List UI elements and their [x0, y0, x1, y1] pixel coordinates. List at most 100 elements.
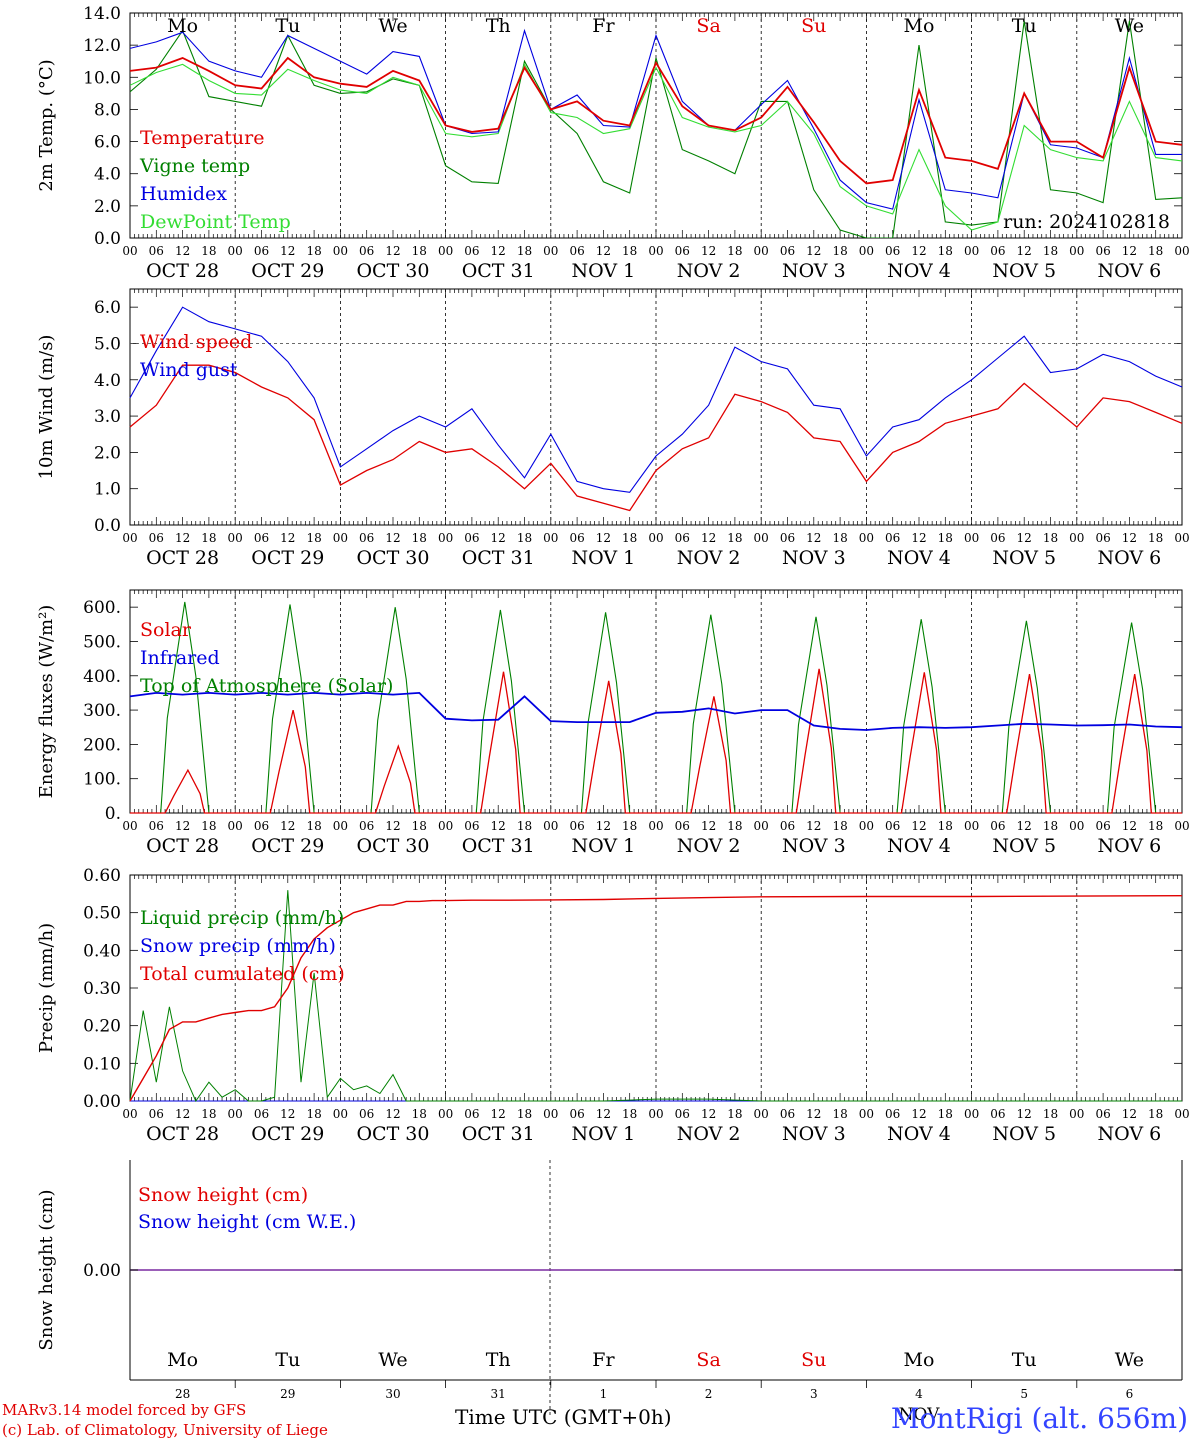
date-label: NOV 1 — [572, 1123, 636, 1145]
series-line-wind-gust — [129, 306, 1183, 493]
hour-tick-label: 18 — [517, 531, 532, 545]
y-tick-label: 4.0 — [94, 371, 121, 391]
date-label: OCT 29 — [251, 260, 324, 282]
hour-tick-label: 06 — [1095, 531, 1110, 545]
hour-tick-label: 06 — [990, 819, 1005, 833]
hour-tick-label: 06 — [359, 819, 374, 833]
hour-tick-label: 18 — [938, 1107, 953, 1121]
date-label: OCT 31 — [462, 547, 535, 569]
hour-tick-label: 00 — [438, 819, 453, 833]
hour-tick-label: 12 — [911, 819, 926, 833]
hour-tick-label: 00 — [333, 244, 348, 258]
series-line-humidex — [130, 28, 1182, 210]
y-axis-label: Snow height (cm) — [36, 1189, 57, 1350]
hour-tick-label: 00 — [964, 531, 979, 545]
hour-tick-label: 18 — [412, 244, 427, 258]
hour-tick-label: 12 — [596, 244, 611, 258]
hour-tick-label: 06 — [254, 244, 269, 258]
hour-tick-label: 00 — [543, 1107, 558, 1121]
y-tick-label: 0.0 — [94, 229, 121, 249]
y-tick-label: 200. — [83, 735, 121, 755]
hour-tick-label: 00 — [333, 1107, 348, 1121]
hour-tick-label: 06 — [359, 1107, 374, 1121]
hour-tick-label: 12 — [806, 531, 821, 545]
y-tick-label: 0.10 — [83, 1054, 121, 1074]
legend-entry: Infrared — [140, 647, 220, 669]
date-label: NOV 3 — [782, 835, 846, 857]
day-name-label: Tu — [1012, 15, 1037, 37]
y-tick-label: 0.40 — [83, 941, 121, 961]
date-label: NOV 2 — [677, 260, 741, 282]
date-label: OCT 29 — [251, 547, 324, 569]
month-label: NOV — [899, 1405, 941, 1425]
date-label: NOV 5 — [992, 547, 1056, 569]
hour-tick-label: 06 — [885, 1107, 900, 1121]
date-label: NOV 1 — [572, 547, 636, 569]
hour-tick-label: 00 — [754, 244, 769, 258]
date-label: NOV 3 — [782, 260, 846, 282]
hour-tick-label: 06 — [464, 1107, 479, 1121]
hour-tick-label: 06 — [990, 1107, 1005, 1121]
y-tick-label: 3.0 — [94, 407, 121, 427]
hour-tick-label: 12 — [385, 1107, 400, 1121]
hour-tick-label: 18 — [1148, 819, 1163, 833]
date-label: OCT 28 — [146, 1123, 219, 1145]
legend-entry: Temperature — [140, 127, 264, 149]
series-line-solar — [130, 668, 1182, 814]
date-label: NOV 3 — [782, 1123, 846, 1145]
legend-entry: Humidex — [140, 183, 227, 205]
hour-tick-label: 18 — [938, 244, 953, 258]
date-label: NOV 2 — [677, 547, 741, 569]
hour-tick-label: 00 — [228, 819, 243, 833]
hour-tick-label: 12 — [806, 1107, 821, 1121]
day-name-label: Tu — [1012, 1349, 1037, 1371]
y-tick-label: 400. — [83, 667, 121, 687]
hour-tick-label: 06 — [885, 244, 900, 258]
hour-tick-label: 18 — [517, 819, 532, 833]
hour-tick-label: 06 — [464, 244, 479, 258]
hour-tick-label: 12 — [280, 531, 295, 545]
hour-tick-label: 00 — [648, 1107, 663, 1121]
y-tick-label: 12.0 — [83, 36, 121, 56]
hour-tick-label: 00 — [964, 244, 979, 258]
day-name-label: Mo — [167, 1349, 198, 1371]
y-tick-label: 0.00 — [83, 1092, 121, 1112]
hour-tick-label: 00 — [333, 531, 348, 545]
hour-tick-label: 18 — [1148, 1107, 1163, 1121]
hour-tick-label: 18 — [1043, 244, 1058, 258]
date-label: NOV 4 — [887, 260, 951, 282]
hour-tick-label: 12 — [385, 244, 400, 258]
hour-tick-label: 18 — [622, 531, 637, 545]
date-label: NOV 6 — [1098, 547, 1162, 569]
series-line-wind-speed — [129, 364, 1183, 512]
hour-tick-label: 00 — [1069, 531, 1084, 545]
hour-tick-label: 18 — [938, 531, 953, 545]
hour-tick-label: 12 — [175, 819, 190, 833]
hour-tick-label: 12 — [596, 531, 611, 545]
hour-tick-label: 06 — [780, 1107, 795, 1121]
hour-tick-label: 06 — [780, 819, 795, 833]
hour-tick-label: 00 — [964, 819, 979, 833]
y-tick-label: 10.0 — [83, 68, 121, 88]
hour-tick-label: 06 — [464, 531, 479, 545]
hour-tick-label: 00 — [333, 819, 348, 833]
hour-tick-label: 12 — [491, 531, 506, 545]
hour-tick-label: 18 — [622, 1107, 637, 1121]
y-tick-label: 8.0 — [94, 100, 121, 120]
y-tick-label: 4.0 — [94, 165, 121, 185]
day-name-label: Fr — [592, 1349, 615, 1371]
hour-tick-label: 06 — [675, 244, 690, 258]
hour-tick-label: 12 — [491, 1107, 506, 1121]
hour-tick-label: 12 — [175, 244, 190, 258]
hour-tick-label: 00 — [122, 531, 137, 545]
date-label: OCT 30 — [356, 835, 429, 857]
hour-tick-label: 06 — [990, 244, 1005, 258]
day-name-label: Th — [486, 1349, 511, 1371]
hour-tick-label: 00 — [1069, 244, 1084, 258]
hour-tick-label: 00 — [964, 1107, 979, 1121]
hour-tick-label: 00 — [754, 1107, 769, 1121]
hour-tick-label: 12 — [1017, 1107, 1032, 1121]
date-label: NOV 2 — [677, 835, 741, 857]
series-line-liquid-precip — [129, 890, 1182, 1103]
hour-tick-label: 06 — [569, 819, 584, 833]
